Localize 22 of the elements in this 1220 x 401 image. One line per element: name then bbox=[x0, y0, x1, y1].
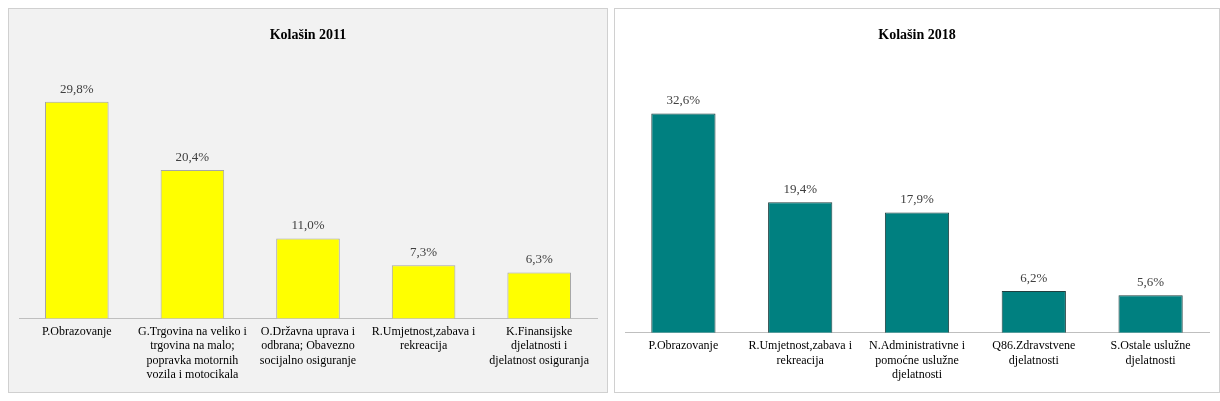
data-label: 29,8% bbox=[60, 80, 94, 96]
data-label: 7,3% bbox=[410, 244, 438, 260]
data-label: 32,6% bbox=[666, 92, 701, 108]
chart-title: Kolašin 2018 bbox=[878, 27, 956, 43]
data-label: 20,4% bbox=[175, 148, 210, 164]
x-tick-label: K.Finansijske djelatnosti i djelatnost osiguranja bbox=[489, 323, 590, 367]
data-label: 5,6% bbox=[1137, 274, 1165, 290]
data-label: 6,3% bbox=[525, 251, 553, 267]
data-label: 19,4% bbox=[783, 181, 818, 197]
x-tick-label: Q86.Zdravstvene djelatnosti bbox=[992, 338, 1076, 367]
x-tick-label: N.Administrativne i pomoćne uslužne djelatnosti bbox=[869, 338, 966, 381]
data-label: 11,0% bbox=[291, 217, 325, 233]
chart-title: Kolašin 2011 bbox=[269, 27, 347, 43]
x-tick-label: P.Obrazovanje bbox=[41, 323, 112, 338]
x-tick-label: R.Umjetnost,zabava i rekreacija bbox=[371, 323, 477, 353]
x-tick-label: R.Umjetnost,zabava i rekreacija bbox=[748, 338, 853, 367]
x-tick-label: O.Državna uprava i odbrana; Obavezno socijalno osiguranje bbox=[259, 323, 357, 367]
x-tick-label: G.Trgovina na veliko i trgovina na malo; popravka motornih vozila i motocikala bbox=[138, 323, 248, 381]
x-tick-label: P.Obrazovanje bbox=[648, 338, 719, 353]
x-tick-label: S.Ostale uslužne djelatnosti bbox=[1110, 338, 1191, 367]
data-label: 6,2% bbox=[1020, 270, 1048, 286]
data-label: 17,9% bbox=[900, 191, 934, 207]
